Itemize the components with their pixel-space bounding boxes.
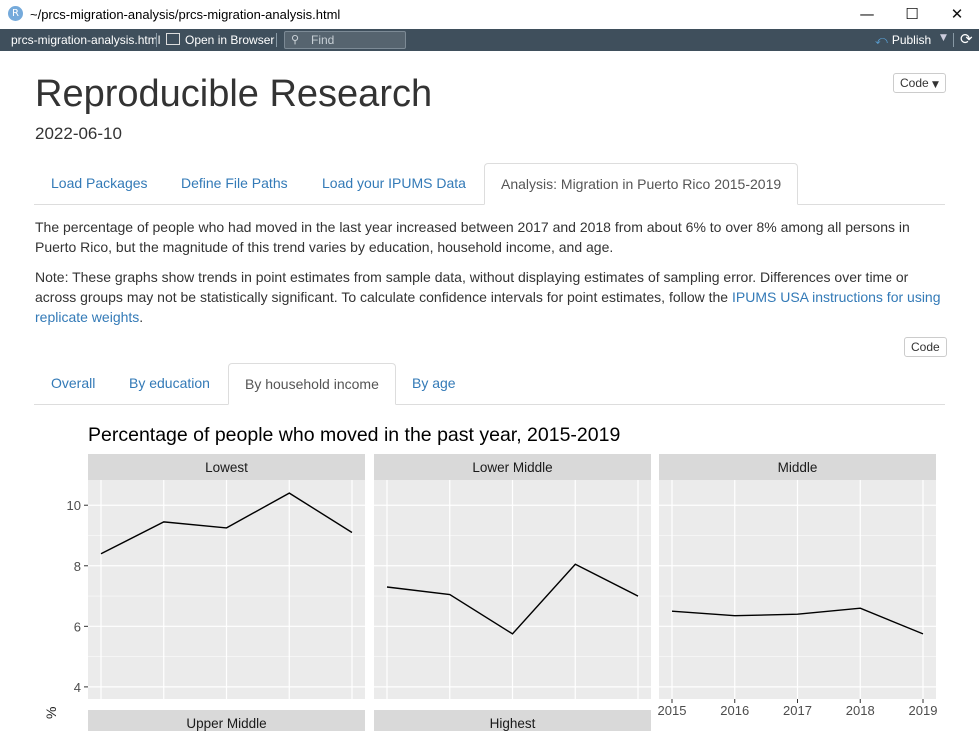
window-title: ~/prcs-migration-analysis/prcs-migration… <box>30 7 341 22</box>
facet-panels: Lowest 4 6 8 10 Lower Middle Middle 2015 2016 201… <box>67 454 938 731</box>
search-icon: ⚲ <box>291 33 300 46</box>
facet-strip <box>88 454 365 480</box>
tab-overall[interactable]: Overall <box>51 375 96 391</box>
series-line <box>671 607 924 635</box>
x-tick-label: 2017 <box>783 703 812 718</box>
find-input[interactable] <box>311 33 401 47</box>
x-tick-label: 2018 <box>846 703 875 718</box>
code-button[interactable]: Code <box>904 337 947 357</box>
x-tick-label: 2019 <box>909 703 938 718</box>
facet-strip <box>659 454 936 480</box>
toolbar-divider <box>276 33 277 47</box>
series-line <box>386 563 639 635</box>
x-tick-label: 2015 <box>658 703 687 718</box>
note-text: Note: These graphs show trends in point … <box>35 269 909 305</box>
tab-load-packages[interactable]: Load Packages <box>51 175 148 191</box>
tab-load-ipums-data[interactable]: Load your IPUMS Data <box>322 175 466 191</box>
minimize-icon[interactable]: — <box>859 5 875 23</box>
chart-title: Percentage of people who moved in the pa… <box>88 424 620 446</box>
migration-chart: Percentage of people who moved in the pa… <box>43 424 938 731</box>
facet-label: Middle <box>778 460 818 475</box>
publish-button[interactable]: ⤺ Publish <box>875 33 931 48</box>
open-in-browser-label: Open in Browser <box>185 33 275 47</box>
summary-paragraph: The percentage of people who had moved i… <box>35 219 910 255</box>
browser-icon <box>166 33 180 45</box>
find-box[interactable]: ⚲ <box>284 31 406 49</box>
code-menu-button[interactable]: Code ▼ <box>893 73 946 93</box>
y-tick-label: 6 <box>74 619 81 634</box>
note-paragraph: Note: These graphs show trends in point … <box>35 267 945 327</box>
facet-strip <box>88 710 365 731</box>
file-name-label: prcs-migration-analysis.html <box>11 33 161 47</box>
facet-label: Lower Middle <box>472 460 552 475</box>
publish-icon: ⤺ <box>875 33 888 47</box>
tab-by-education[interactable]: By education <box>129 375 210 391</box>
note-end: . <box>139 309 144 325</box>
series-line <box>100 492 353 555</box>
toolbar-divider <box>953 33 954 47</box>
tab-define-file-paths[interactable]: Define File Paths <box>181 175 288 191</box>
publish-dropdown-icon[interactable]: ▼ <box>940 33 947 43</box>
open-in-browser-button[interactable]: Open in Browser <box>166 33 274 47</box>
document-viewer: Reproducible Research 2022-06-10 Code ▼ … <box>0 51 979 731</box>
replicate-weights-link[interactable]: IPUMS USA instructions for using replica… <box>35 289 941 325</box>
page-date: 2022-06-10 <box>35 124 122 143</box>
r-app-icon: R <box>8 6 23 21</box>
facet-label: Upper Middle <box>186 716 266 731</box>
chart-tabs: Overall By education By household income… <box>34 363 945 405</box>
tab-by-age[interactable]: By age <box>412 375 456 391</box>
close-icon[interactable]: ✕ <box>950 5 964 23</box>
code-menu-label: Code <box>900 76 929 90</box>
facet-strip <box>374 454 651 480</box>
y-tick-label: 10 <box>67 498 81 513</box>
tab-by-household-income[interactable]: By household income <box>228 363 396 405</box>
caret-down-icon: ▼ <box>932 80 939 90</box>
y-axis-label: % <box>43 707 59 719</box>
window-titlebar: R ~/prcs-migration-analysis/prcs-migrati… <box>0 0 979 29</box>
x-tick-label: 2016 <box>720 703 749 718</box>
maximize-icon[interactable]: ☐ <box>905 5 919 23</box>
facet-label: Highest <box>490 716 536 731</box>
tab-analysis[interactable]: Analysis: Migration in Puerto Rico 2015-… <box>484 163 799 205</box>
publish-label: Publish <box>891 33 932 47</box>
toolbar-divider <box>156 33 157 47</box>
y-tick-label: 4 <box>74 680 81 695</box>
facet-strip <box>374 710 651 731</box>
refresh-icon[interactable]: ⟳ <box>960 30 973 48</box>
section-tabs: Load Packages Define File Paths Load you… <box>34 163 945 205</box>
page-title: Reproducible Research <box>35 73 433 115</box>
viewer-toolbar: prcs-migration-analysis.html Open in Bro… <box>0 29 979 51</box>
y-tick-label: 8 <box>74 559 81 574</box>
facet-label: Lowest <box>205 460 248 475</box>
